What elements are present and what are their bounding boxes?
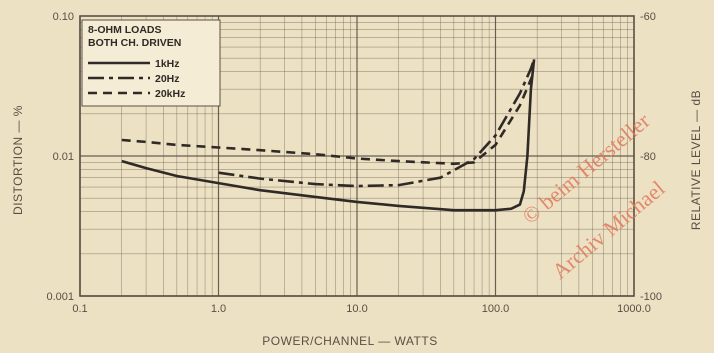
- x-tick-label: 1.0: [211, 303, 226, 315]
- legend-title-line-2: BOTH CH. DRIVEN: [88, 37, 181, 49]
- y2-tick-label: -60: [640, 11, 656, 23]
- series-layer: [121, 58, 536, 212]
- y2-axis-title: RELATIVE LEVEL — dB: [689, 90, 703, 230]
- legend-label-20hz: 20Hz: [155, 73, 180, 85]
- series-line-1khz: [121, 59, 536, 212]
- y-tick-label: 0.10: [53, 11, 74, 23]
- x-tick-label: 10.0: [346, 303, 367, 315]
- plot-frame: [79, 15, 635, 297]
- x-tick-label: 0.1: [72, 303, 87, 315]
- x-tick-label: 100.0: [482, 303, 510, 315]
- x-tick-label: 1000.0: [617, 303, 651, 315]
- y-tick-label: 0.01: [53, 151, 74, 163]
- y2-tick-label: -80: [640, 151, 656, 163]
- legend-label-20khz: 20kHz: [155, 88, 185, 100]
- series-line-20khz: [121, 71, 536, 166]
- legend: 8-OHM LOADS BOTH CH. DRIVEN 1kHz 20Hz 20kH…: [81, 19, 221, 107]
- series-line-20hz: [218, 58, 536, 188]
- tick-labels: 0.1 1.0 10.0 100.0 1000.0 0.10 0.01 0.001 -60 -80…: [46, 11, 662, 315]
- y2-tick-label: -100: [640, 291, 662, 303]
- legend-title-line-1: 8-OHM LOADS: [88, 24, 162, 36]
- y-axis-title: DISTORTION — %: [11, 105, 25, 215]
- legend-label-1khz: 1kHz: [155, 58, 180, 70]
- legend-entries: 1kHz 20Hz 20kHz: [88, 58, 185, 100]
- x-axis-title: POWER/CHANNEL — WATTS: [262, 334, 437, 348]
- y-tick-label: 0.001: [46, 291, 74, 303]
